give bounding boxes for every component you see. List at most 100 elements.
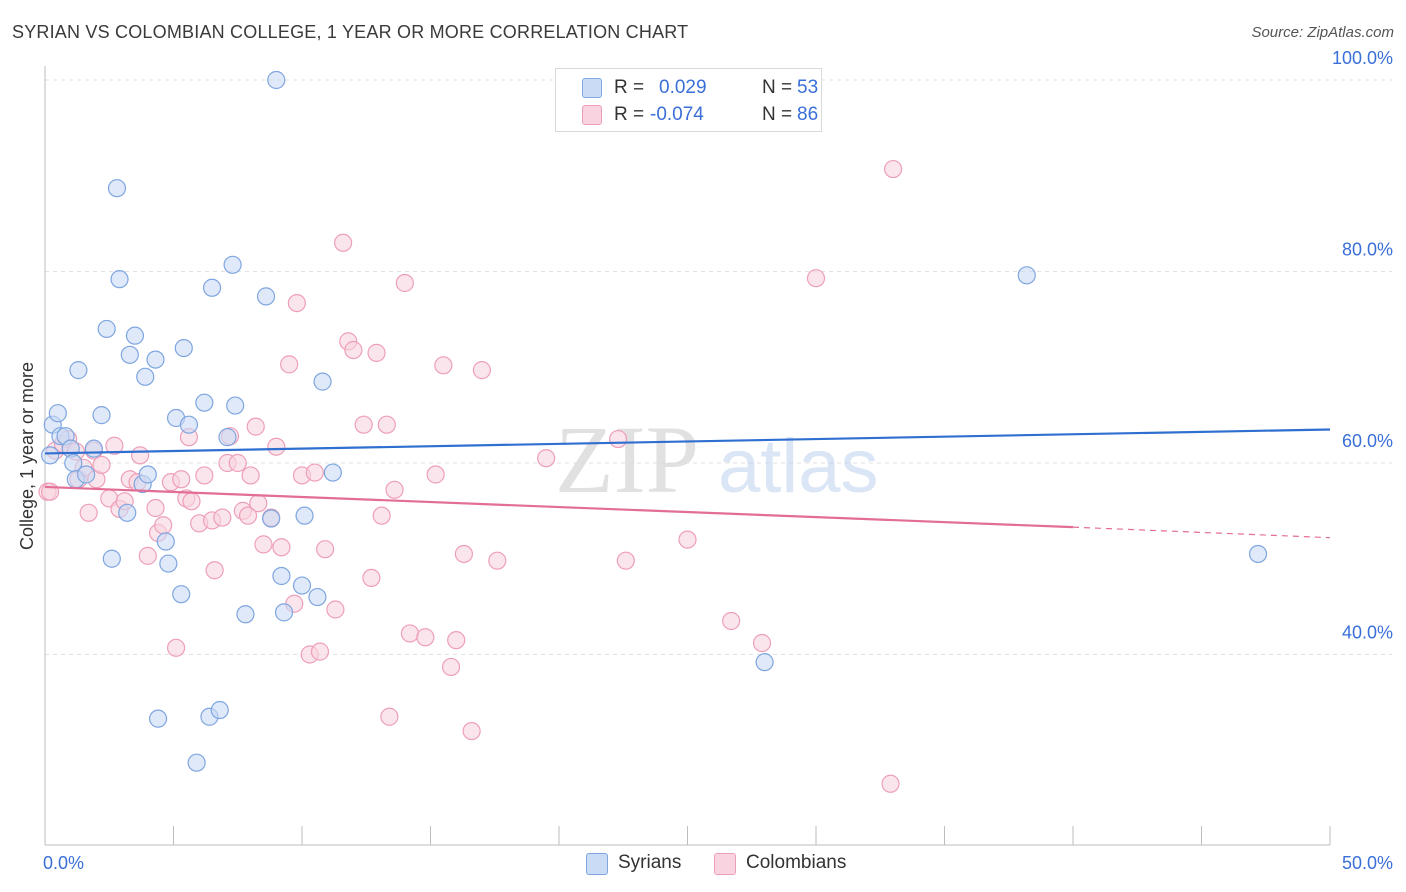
syrians-point-16 [118,503,137,522]
syrians-n-label: N = [762,77,793,98]
colombians-point-42 [254,535,273,554]
colombians-swatch [582,105,602,125]
syrians-point-44 [292,576,312,595]
colombians-point-24 [166,638,186,657]
syrians-point-36 [223,255,242,274]
syrians-point-13 [102,549,121,568]
syrians-point-23 [148,709,168,728]
colombians-point-64 [385,480,404,499]
syrians-point-25 [159,554,178,573]
y-tick-label-0: 40.0% [1342,623,1393,643]
colombians-point-84 [883,159,903,179]
y-tick-labels: 40.0% 60.0% 80.0% 100.0% [1332,48,1393,643]
syrians-swatch [582,78,602,98]
colombians-trend-line-dashed [1072,526,1331,539]
colombians-point-30 [195,466,214,485]
colombians-point-69 [434,356,453,375]
syrians-point-37 [226,396,245,415]
colombians-point-75 [488,551,507,570]
syrians-point-20 [136,367,155,386]
colombians-point-68 [426,465,445,484]
colombians-point-28 [182,492,201,511]
syrians-point-27 [172,585,191,604]
colombians-point-33 [213,508,232,527]
colombians-point-61 [372,506,391,525]
trend-lines [44,428,1331,539]
colombians-point-48 [287,293,306,313]
colombians-point-74 [472,361,491,380]
correlation-legend: R = 0.029 N = 53 R = -0.074 N = 86 [555,68,822,132]
syrians-point-17 [120,345,139,364]
colombians-point-62 [377,415,396,434]
colombians-point-25 [172,470,191,489]
colombians-point-46 [280,355,299,374]
colombians-point-53 [316,540,335,559]
syrians-point-38 [236,605,255,624]
syrians-point-10 [84,439,103,458]
colombians-point-36 [228,453,247,473]
watermark-zip: ZIP [555,406,699,513]
colombians-r-value: -0.074 [650,104,704,125]
colombians-point-13 [105,436,124,455]
colombians-point-63 [380,707,399,726]
syrians-r-label: R = [614,77,645,98]
syrians-point-51 [1017,266,1036,285]
syrians-point-48 [323,463,342,482]
syrians-point-14 [107,179,127,198]
syrians-point-30 [187,753,206,772]
colombians-point-73 [462,721,481,741]
syrians-point-34 [210,700,229,720]
colombians-trend-line [44,485,1074,529]
colombians-point-85 [41,482,60,501]
watermark-atlas: atlas [718,424,879,509]
colombians-point-32 [205,561,224,580]
syrians-point-18 [125,326,145,345]
colombians-point-18 [130,446,150,465]
colombians-point-70 [441,657,461,677]
y-axis-label: College, 1 year or more [17,362,37,550]
grid-lines [45,79,1392,655]
colombians-point-58 [354,415,373,434]
colombians-point-51 [305,463,324,482]
syrians-point-8 [69,361,88,380]
colombians-point-59 [362,568,381,588]
colombians-point-40 [246,417,265,436]
colombians-point-52 [310,642,330,661]
syrians-point-21 [138,465,157,484]
syrians-point-15 [110,270,129,289]
colombians-point-39 [241,466,260,485]
syrians-point-11 [92,406,111,425]
syrians-point-43 [274,603,294,622]
syrians-point-22 [146,350,165,369]
colombians-point-41 [249,494,268,513]
syrians-point-33 [202,278,222,297]
y-tick-label-2: 80.0% [1342,240,1393,260]
syrians-point-45 [295,506,314,525]
syrians-point-40 [262,509,281,528]
colombians-point-78 [616,551,635,570]
syrians-r-value: 0.029 [659,77,707,98]
colombians-points [38,159,903,793]
syrians-point-12 [97,319,116,339]
colombians-point-83 [881,774,900,793]
colombians-point-80 [722,611,741,631]
colombians-point-76 [537,449,556,468]
colombians-point-67 [416,628,435,647]
colombians-point-45 [272,538,291,557]
colombians-point-20 [146,498,165,518]
syrians-point-2 [48,404,67,423]
colombians-n-value: 86 [797,104,819,125]
colombians-point-38 [238,506,258,525]
syrians-point-39 [256,287,276,306]
colombians-point-55 [334,233,353,252]
colombians-point-57 [344,340,363,360]
x-tick-label-0: 0.0% [43,853,84,873]
colombians-n-label: N = [762,104,793,125]
syrians-point-50 [755,653,774,672]
syrians-legend-label: Syrians [618,852,682,873]
syrians-point-42 [272,566,291,586]
syrians-point-31 [195,393,214,412]
colombians-point-22 [154,516,173,535]
syrians-point-28 [174,339,193,358]
